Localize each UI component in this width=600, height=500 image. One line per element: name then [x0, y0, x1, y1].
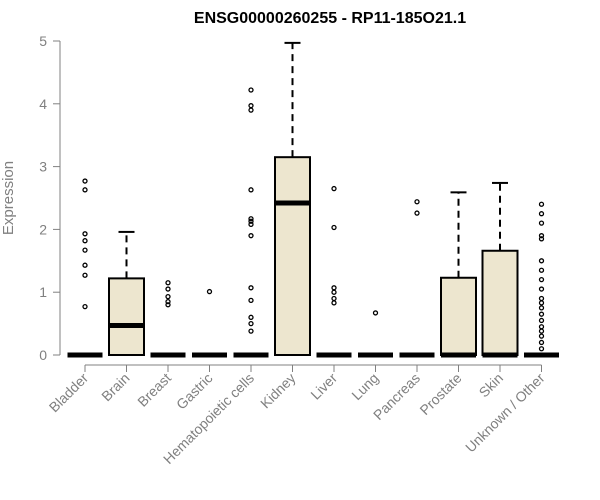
y-axis-label: Expression [0, 161, 17, 235]
outlier-point [248, 297, 254, 304]
outlier-point [538, 295, 545, 302]
box-group [440, 191, 477, 358]
box [108, 277, 145, 356]
outlier-point [165, 302, 171, 308]
outlier-point [82, 231, 88, 237]
outlier-point [248, 328, 254, 334]
outlier-point [331, 185, 337, 192]
box-group [316, 185, 352, 358]
plot-area [67, 41, 559, 358]
outlier-point [82, 238, 88, 244]
chart-title: ENSG00000260255 - RP11-185O21.1 [194, 10, 466, 27]
box-group [358, 310, 393, 358]
outlier-point [82, 262, 88, 268]
box-group [481, 181, 519, 358]
x-tick-label: Liver [307, 370, 340, 403]
outlier-point [206, 288, 213, 295]
box-group [399, 199, 435, 358]
y-tick-label: 3 [39, 159, 47, 175]
outlier-point [538, 220, 545, 226]
outlier-point [248, 187, 254, 193]
outlier-point [248, 320, 254, 327]
outlier-point [82, 178, 88, 184]
outlier-point [538, 333, 545, 339]
outlier-point [538, 339, 545, 346]
outlier-point [538, 236, 545, 242]
x-tick-label: Prostate [416, 370, 464, 418]
box [481, 249, 519, 356]
x-tick-label: Bladder [46, 370, 92, 416]
outlier-point [82, 303, 88, 310]
outlier-point [538, 300, 545, 306]
outlier-point [538, 305, 545, 311]
x-tick-label: Skin [476, 370, 507, 401]
outlier-point [248, 216, 254, 222]
outlier-point [248, 221, 254, 228]
outlier-point [165, 293, 171, 300]
outlier-point [165, 286, 171, 292]
outlier-point [248, 87, 254, 93]
outlier-point [248, 314, 254, 320]
outlier-point [538, 317, 545, 324]
y-axis: 0 1 2 3 4 5 [39, 33, 61, 363]
x-tick-label: Brain [98, 370, 132, 404]
x-tick-label: Unknown / Other [462, 370, 548, 456]
box-group [150, 280, 186, 358]
outlier-point [538, 276, 545, 283]
outlier-point [331, 224, 337, 231]
outlier-point [331, 295, 337, 302]
box-group [67, 178, 103, 358]
outlier-point [538, 258, 545, 264]
outlier-point [538, 328, 545, 334]
outlier-point [82, 272, 88, 278]
outlier-point [248, 107, 254, 113]
outlier-point [82, 187, 88, 193]
outlier-point [248, 218, 254, 224]
outlier-point [538, 211, 545, 217]
outlier-point [331, 285, 337, 291]
y-tick-label: 1 [39, 284, 47, 300]
outlier-point [82, 247, 88, 253]
outlier-point [414, 210, 420, 216]
outlier-point [538, 233, 545, 239]
outlier-point [538, 311, 545, 317]
outlier-point [372, 310, 379, 316]
outlier-point [165, 280, 171, 286]
x-tick-label: Lung [348, 370, 381, 403]
x-tick-label: Kidney [257, 370, 299, 412]
y-tick-label: 2 [39, 221, 47, 237]
outlier-point [331, 289, 337, 295]
box-group [192, 288, 227, 358]
outlier-point [248, 103, 254, 109]
box [274, 156, 311, 356]
outlier-point [414, 199, 420, 205]
outlier-point [538, 267, 545, 273]
outlier-point [538, 346, 545, 352]
box-group [233, 87, 269, 358]
y-tick-label: 0 [39, 347, 47, 363]
y-tick-label: 5 [39, 33, 47, 49]
box-group [108, 230, 145, 356]
x-tick-label: Breast [134, 370, 174, 410]
outlier-point [538, 324, 545, 330]
outlier-point [331, 300, 337, 306]
outlier-point [248, 233, 254, 239]
outlier-point [165, 298, 171, 305]
y-tick-label: 4 [39, 96, 47, 112]
outlier-point [538, 286, 545, 292]
box-group [524, 201, 559, 358]
box-group [274, 41, 311, 356]
box [440, 276, 477, 357]
outlier-point [248, 285, 254, 291]
outlier-point [538, 201, 545, 207]
